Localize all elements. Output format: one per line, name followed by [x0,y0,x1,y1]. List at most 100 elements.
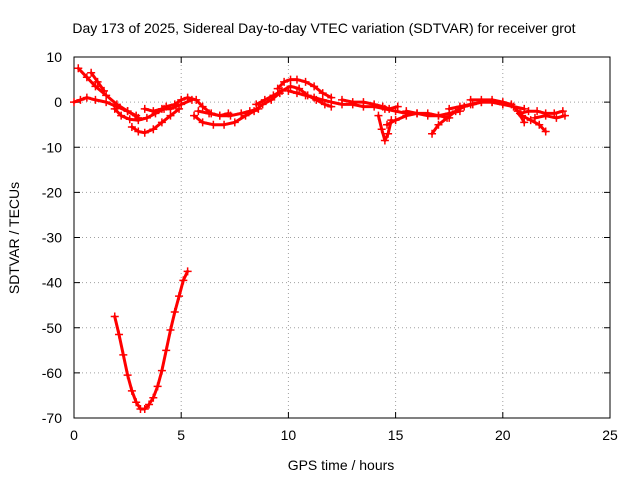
data-point [391,116,400,125]
axis-ticks: 0 5 10 15 20 25 10 0 -10 -20 -30 -40 -50 -60 -70 [42,49,618,443]
data-point [112,100,121,109]
data-point [560,111,569,120]
data-point [377,125,386,134]
data-point [443,113,452,122]
series-line [113,269,190,411]
data-point [393,102,402,111]
data-point [93,77,102,86]
series-group [70,64,569,413]
data-point [134,116,143,125]
data-point [428,129,437,138]
data-point [402,107,411,116]
data-point [385,104,394,113]
data-point [115,330,124,339]
data-point [134,127,143,136]
data-point [140,128,149,137]
data-point [117,111,126,120]
data-point [520,118,529,127]
data-point [301,91,310,100]
data-point [269,91,278,100]
data-point [190,111,199,120]
data-point [273,84,282,93]
data-point [384,129,393,138]
data-point [170,307,179,316]
data-point [157,366,166,375]
x-tick-label: 5 [177,427,185,443]
data-point [318,95,327,104]
x-tick-label: 20 [495,427,511,443]
data-point [192,95,201,104]
data-point [280,77,289,86]
data-point [292,89,301,98]
x-tick-label: 10 [281,427,297,443]
data-point [100,86,109,95]
data-point [292,75,301,84]
y-tick-label: -20 [42,184,62,200]
data-point [507,100,516,109]
data-point [110,312,119,321]
data-point [445,104,454,113]
series-line [254,84,333,109]
data-point [374,111,383,120]
y-tick-label: -70 [42,410,62,426]
data-point [102,98,111,107]
x-tick-label: 25 [602,427,618,443]
data-point [149,125,158,134]
data-point [127,386,136,395]
data-point [183,267,192,276]
x-tick-label: 0 [70,427,78,443]
data-point [318,89,327,98]
data-point [541,111,550,120]
y-tick-label: -60 [42,365,62,381]
data-point [157,118,166,127]
data-point [123,371,132,380]
data-point [348,98,357,107]
data-point [380,136,389,145]
data-point [82,93,91,102]
data-point [301,77,310,86]
data-point [237,109,246,118]
data-point [383,120,392,129]
chart-title: Day 173 of 2025, Sidereal Day-to-day VTE… [72,20,575,36]
data-point [230,118,239,127]
data-point [518,111,527,120]
series-line [520,114,548,133]
data-point [552,113,561,122]
data-point [140,404,149,413]
data-point [327,98,336,107]
data-point [466,95,475,104]
data-point [488,95,497,104]
data-point [177,95,186,104]
series-sat-j [252,82,336,111]
data-point [209,120,218,129]
data-point [149,393,158,402]
data-point [82,73,91,82]
series-sat-s [466,95,529,127]
data-point [91,82,100,91]
series-sat-k [273,75,336,102]
data-point [149,107,158,116]
data-point [102,91,111,100]
data-point [423,111,432,120]
data-point [125,115,134,124]
data-point [123,107,132,116]
data-point [140,104,149,113]
data-point [378,102,387,111]
data-point [254,104,263,113]
y-tick-label: 0 [54,94,62,110]
series-sat-m [338,95,402,113]
data-point [434,120,443,129]
data-point [205,109,214,118]
data-point [541,127,550,136]
data-point [153,382,162,391]
data-point [477,95,486,104]
y-tick-label: -50 [42,320,62,336]
data-point [198,118,207,127]
data-point [252,100,261,109]
data-point [132,398,141,407]
data-point [245,107,254,116]
y-axis-label: SDTVAR / TECUs [6,182,22,294]
data-point [530,113,539,122]
data-point [127,122,136,131]
